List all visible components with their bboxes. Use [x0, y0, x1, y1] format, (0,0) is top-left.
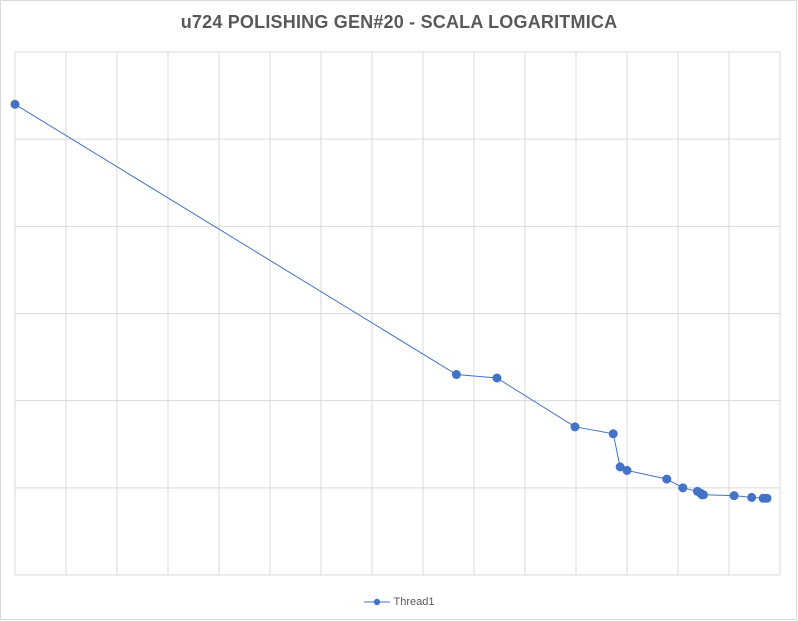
- data-point[interactable]: [622, 465, 632, 475]
- legend: Thread1: [0, 594, 798, 610]
- series-line-thread1: [14, 103, 767, 499]
- data-point[interactable]: [492, 373, 502, 383]
- data-point[interactable]: [747, 492, 757, 502]
- data-point[interactable]: [608, 429, 618, 439]
- data-point[interactable]: [662, 474, 672, 484]
- legend-item-thread1: Thread1: [363, 596, 435, 608]
- chart-title: u724 POLISHING GEN#20 - SCALA LOGARITMIC…: [180, 12, 618, 32]
- data-point[interactable]: [615, 462, 625, 472]
- legend-marker-icon: [363, 598, 390, 606]
- data-point[interactable]: [729, 491, 739, 501]
- data-point[interactable]: [699, 490, 708, 500]
- data-point[interactable]: [678, 483, 688, 493]
- legend-label: Thread1: [393, 596, 435, 608]
- data-point[interactable]: [451, 370, 461, 380]
- data-point[interactable]: [570, 422, 580, 432]
- data-point[interactable]: [10, 99, 20, 109]
- data-point[interactable]: [762, 493, 772, 503]
